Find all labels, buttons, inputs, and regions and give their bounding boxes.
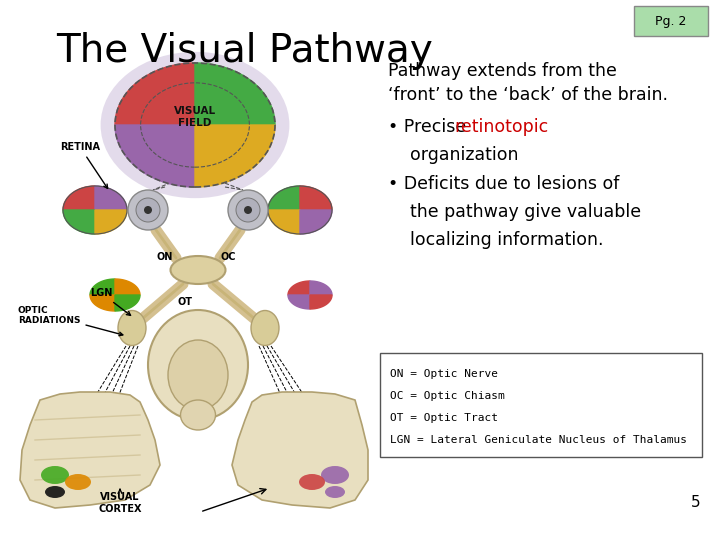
Polygon shape [268,210,300,234]
Circle shape [144,206,152,214]
Polygon shape [310,295,332,309]
Text: The Visual Pathway: The Visual Pathway [57,32,433,70]
Text: Pg. 2: Pg. 2 [655,15,687,28]
Ellipse shape [321,466,349,484]
Ellipse shape [251,310,279,346]
Text: ON = Optic Nerve: ON = Optic Nerve [390,369,498,379]
Circle shape [228,190,268,230]
Ellipse shape [41,466,69,484]
Polygon shape [95,186,127,210]
Polygon shape [195,125,275,187]
Text: OT: OT [178,297,192,307]
Ellipse shape [181,400,215,430]
FancyBboxPatch shape [634,6,708,36]
Text: VISUAL
FIELD: VISUAL FIELD [174,106,216,128]
Text: 5: 5 [690,495,700,510]
Text: • Deficits due to lesions of: • Deficits due to lesions of [388,175,619,193]
Text: VISUAL
CORTEX: VISUAL CORTEX [98,489,142,514]
Circle shape [136,198,160,222]
Text: LGN = Lateral Geniculate Nucleus of Thalamus: LGN = Lateral Geniculate Nucleus of Thal… [390,435,687,445]
Text: LGN: LGN [90,288,130,315]
Polygon shape [115,279,140,295]
Polygon shape [232,392,368,508]
Text: localizing information.: localizing information. [410,231,603,249]
Ellipse shape [148,310,248,420]
Text: ON: ON [157,252,174,262]
Ellipse shape [299,474,325,490]
Polygon shape [115,63,195,125]
Ellipse shape [65,474,91,490]
Circle shape [244,206,252,214]
Text: Pathway extends from the: Pathway extends from the [388,62,617,80]
Text: organization: organization [410,146,518,164]
Polygon shape [300,210,332,234]
Text: OC = Optic Chiasm: OC = Optic Chiasm [390,391,505,401]
Polygon shape [63,210,95,234]
Text: RETINA: RETINA [60,142,107,188]
Polygon shape [288,281,310,295]
Polygon shape [195,63,275,125]
Polygon shape [90,279,115,295]
Text: retinotopic: retinotopic [454,118,548,136]
Ellipse shape [171,256,225,284]
Polygon shape [20,392,160,508]
Ellipse shape [325,486,345,498]
Polygon shape [115,295,140,311]
Ellipse shape [45,486,65,498]
FancyBboxPatch shape [380,353,702,457]
Text: • Precise: • Precise [388,118,472,136]
Ellipse shape [101,52,289,198]
Circle shape [236,198,260,222]
Ellipse shape [168,340,228,410]
Polygon shape [63,186,95,210]
Polygon shape [95,210,127,234]
Text: the pathway give valuable: the pathway give valuable [410,203,641,221]
Text: OT = Optic Tract: OT = Optic Tract [390,413,498,423]
Ellipse shape [118,310,146,346]
Text: ‘front’ to the ‘back’ of the brain.: ‘front’ to the ‘back’ of the brain. [388,86,668,104]
Circle shape [128,190,168,230]
Polygon shape [90,295,115,311]
Polygon shape [115,125,195,187]
Polygon shape [288,295,310,309]
Polygon shape [268,186,300,210]
Polygon shape [310,281,332,295]
Text: OC: OC [220,252,235,262]
Polygon shape [300,186,332,210]
Text: OPTIC
RADIATIONS: OPTIC RADIATIONS [18,306,123,336]
